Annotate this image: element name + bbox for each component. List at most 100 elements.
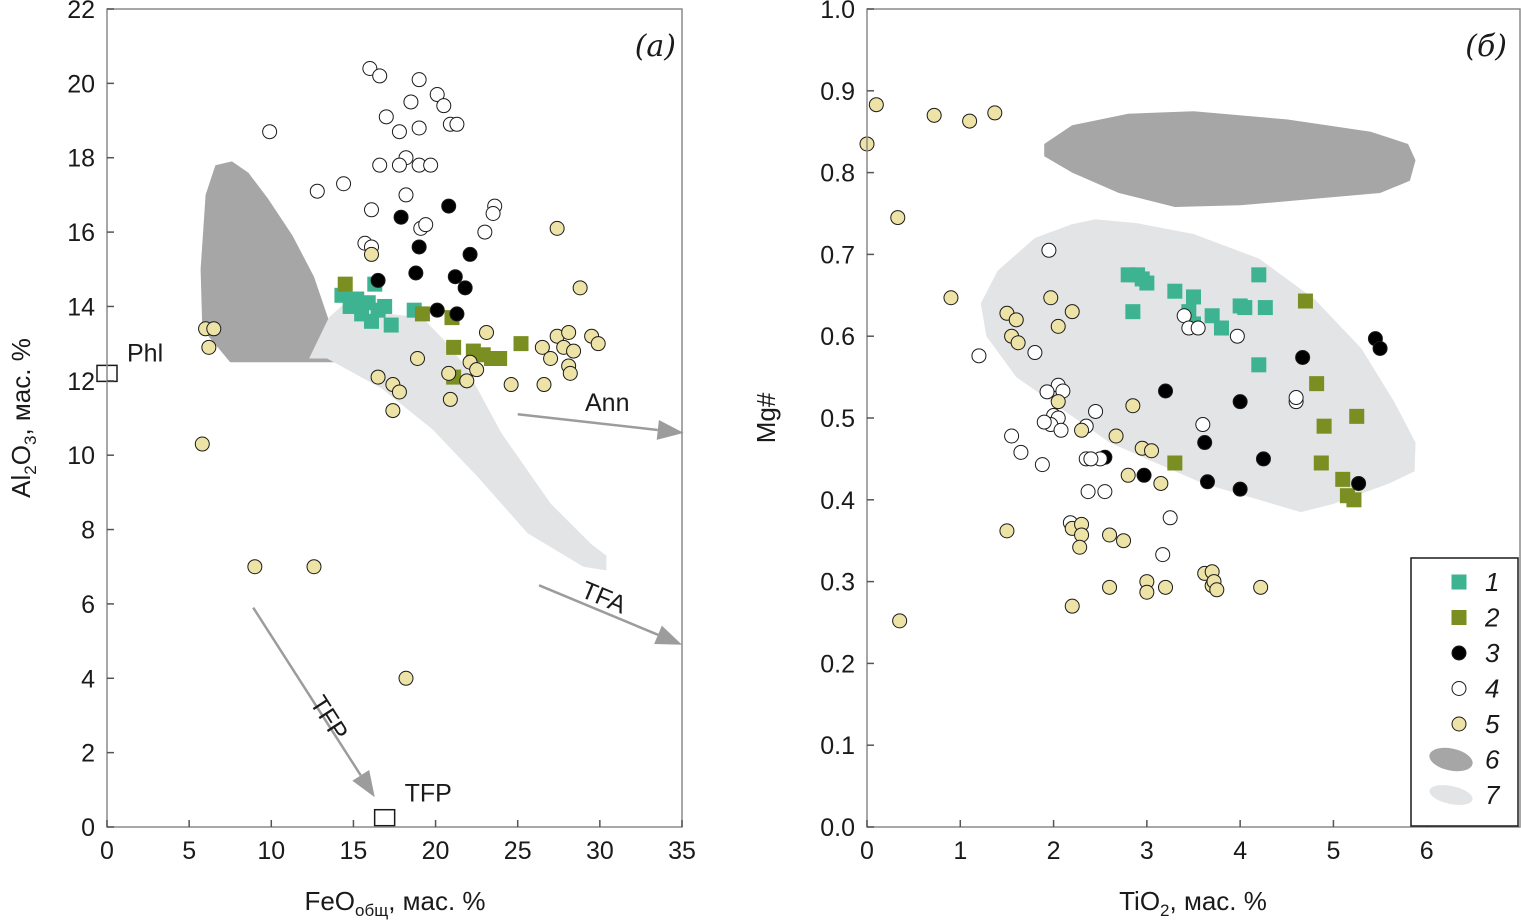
series-3-point	[1295, 349, 1311, 365]
series-1-point	[1213, 320, 1229, 336]
series-5-point	[962, 113, 978, 129]
series-5-point	[306, 559, 322, 575]
series-5-point	[1050, 394, 1066, 410]
series-4-point	[485, 206, 501, 221]
x-tick-label: 6	[1420, 837, 1434, 865]
series-4-point	[429, 87, 445, 103]
panel-b-x-axis-label: TiO2, мас. %	[1119, 886, 1267, 920]
arrow-shaft	[517, 413, 658, 432]
panel-b-x-axis-label-sub: 2	[1160, 901, 1169, 920]
series-5-point	[534, 339, 550, 355]
series-4-point	[971, 348, 987, 364]
y-tick-label: 0.4	[820, 487, 855, 515]
series-4-point	[1088, 403, 1104, 419]
series-5-point	[1008, 312, 1024, 328]
legend-label-5: 5	[1485, 709, 1500, 739]
series-3-point	[447, 269, 463, 285]
series-4-point	[364, 202, 379, 218]
series-4-point	[1155, 547, 1171, 563]
legend-swatch-5	[1451, 716, 1467, 732]
series-5-point	[364, 246, 379, 262]
series-5-point	[503, 377, 519, 393]
series-1-point	[1251, 357, 1267, 373]
arrow-head	[654, 625, 682, 645]
series-5-point	[1043, 290, 1059, 306]
panel-b-ticks: 0 1 2 3 4 5 6 0.0 0.1 0.2 0.3 0.4 0.5 0.6 0.7 0.8 0.9 1.0	[820, 0, 1433, 865]
series-1-point	[1139, 275, 1155, 291]
series-5-point	[943, 290, 959, 306]
series-2-point	[492, 351, 508, 367]
y-tick-label: 0.2	[820, 650, 855, 678]
panel-a-y-axis-label-sub2: 3	[21, 436, 40, 445]
series-5-point	[890, 210, 906, 226]
series-5-point	[926, 107, 942, 123]
series-3-point	[429, 302, 445, 318]
panel-b-fields	[980, 111, 1416, 513]
series-5-point	[459, 373, 475, 389]
field-6	[200, 161, 339, 363]
series-5-point	[370, 369, 386, 385]
y-tick-label: 12	[67, 368, 95, 396]
series-5-point	[247, 559, 263, 575]
series-2-point	[1335, 471, 1351, 487]
series-4-point	[1083, 451, 1099, 467]
series-5-point	[1102, 527, 1118, 543]
series-4-point	[418, 217, 434, 233]
panel-a-x-axis-label: FeOобщ, мас. %	[304, 886, 485, 920]
x-tick-label: 15	[340, 837, 368, 865]
panel-a-y-axis-label-tail: , мас. %	[6, 338, 36, 435]
x-tick-label: 35	[668, 837, 696, 865]
series-1-point	[1167, 283, 1183, 299]
arrow-shaft	[538, 584, 659, 636]
series-3-point	[408, 265, 424, 281]
legend-label-3: 3	[1485, 638, 1500, 668]
series-4-point	[391, 124, 407, 140]
series-5-point	[572, 280, 588, 296]
series-5-point	[1153, 475, 1169, 491]
y-tick-label: 0.0	[820, 814, 855, 842]
series-4-point	[372, 68, 388, 84]
series-5-point	[1072, 539, 1088, 555]
series-5-point	[201, 339, 217, 355]
series-4-point	[309, 183, 325, 199]
series-5-point	[987, 105, 1003, 121]
panel-a-fields	[200, 161, 607, 571]
series-3-point	[370, 272, 386, 288]
field-7	[980, 219, 1416, 513]
series-4-point	[1036, 414, 1052, 430]
series-2-point	[513, 336, 529, 352]
legend-label-4: 4	[1485, 674, 1499, 704]
series-5-point	[1064, 304, 1080, 320]
series-4-point	[1097, 484, 1113, 500]
panel-b-y-axis-label: Mg#	[751, 392, 781, 443]
series-2-point	[414, 306, 430, 322]
series-3-point	[1199, 474, 1215, 490]
series-5-point	[1144, 443, 1160, 459]
series-4-point	[1195, 417, 1211, 433]
y-tick-label: 0.5	[820, 405, 855, 433]
series-2-point	[1297, 293, 1313, 309]
series-2-point	[1313, 455, 1329, 471]
open-square-marker	[373, 808, 396, 827]
series-5-point	[1120, 467, 1136, 483]
y-tick-label: 0.8	[820, 160, 855, 188]
panel-b-x-axis-label-main: TiO	[1119, 886, 1160, 916]
x-tick-label: 0	[860, 837, 874, 865]
series-4-point	[411, 72, 427, 88]
series-3-point	[1255, 451, 1271, 467]
series-3-point	[1197, 435, 1213, 451]
series-5-point	[194, 436, 210, 452]
legend: 1 2 3 4 5 6 7	[1410, 557, 1519, 827]
series-3-point	[393, 209, 409, 225]
y-tick-label: 16	[67, 219, 95, 247]
series-3-point	[457, 280, 473, 296]
y-tick-label: 0.1	[820, 732, 855, 760]
y-tick-label: 0.7	[820, 241, 855, 269]
annotation-tfp-label: TFP	[405, 780, 452, 808]
series-5-point	[1074, 422, 1090, 438]
legend-swatch-7	[1429, 785, 1473, 805]
series-5-point	[1139, 584, 1155, 600]
series-4-point	[1080, 484, 1096, 500]
x-tick-label: 25	[504, 837, 532, 865]
